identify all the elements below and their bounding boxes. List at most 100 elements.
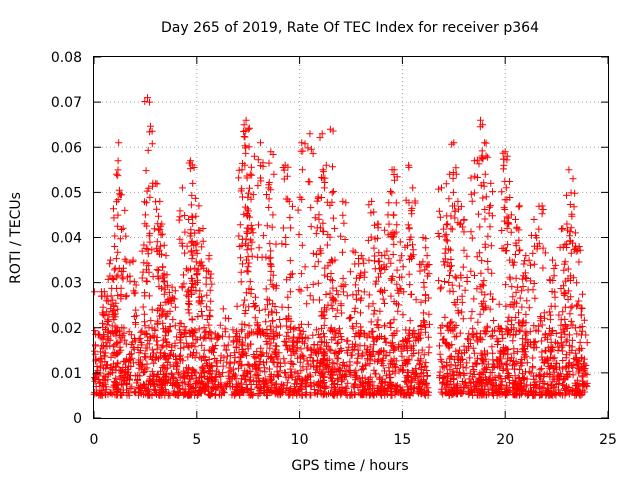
- data-point: [392, 357, 400, 365]
- data-point: [194, 265, 202, 273]
- data-point: [547, 389, 555, 397]
- data-point: [519, 283, 527, 290]
- data-point: [504, 330, 511, 338]
- data-point: [154, 341, 162, 349]
- data-point: [440, 258, 448, 266]
- data-point: [96, 386, 104, 394]
- data-point: [358, 366, 366, 374]
- data-point: [309, 331, 317, 339]
- data-point: [117, 267, 125, 275]
- data-point: [246, 278, 254, 286]
- x-tick-label: 0: [90, 432, 99, 448]
- data-point: [506, 275, 514, 283]
- data-point: [423, 252, 431, 260]
- data-point: [297, 330, 305, 338]
- data-point: [499, 365, 507, 373]
- data-point: [280, 175, 288, 183]
- data-point: [121, 336, 129, 344]
- data-point: [346, 268, 354, 276]
- data-point: [468, 308, 476, 316]
- data-point: [142, 199, 150, 207]
- data-point: [291, 324, 299, 332]
- data-point: [162, 252, 170, 260]
- data-point: [239, 260, 246, 268]
- data-point: [187, 372, 195, 379]
- data-point: [243, 267, 251, 275]
- data-point: [109, 296, 117, 304]
- data-point: [365, 256, 373, 264]
- data-point: [331, 225, 339, 232]
- data-point: [476, 310, 484, 318]
- data-point: [246, 184, 253, 192]
- data-point: [97, 348, 104, 356]
- data-point: [160, 241, 168, 249]
- data-point: [455, 354, 463, 362]
- data-point: [198, 364, 206, 372]
- data-point: [534, 327, 542, 335]
- data-point: [518, 275, 526, 283]
- data-point: [467, 385, 475, 393]
- data-point: [419, 258, 427, 266]
- data-point: [328, 336, 336, 344]
- data-point: [319, 166, 327, 174]
- data-point: [467, 190, 475, 198]
- data-point: [221, 325, 229, 333]
- data-point: [371, 221, 378, 229]
- data-point: [107, 353, 115, 361]
- data-point: [297, 287, 305, 295]
- data-point: [386, 360, 394, 368]
- data-point: [294, 206, 302, 214]
- data-point: [143, 364, 151, 372]
- data-point: [448, 262, 455, 270]
- data-point: [501, 206, 509, 213]
- data-point: [378, 391, 386, 399]
- data-point: [191, 280, 199, 288]
- data-point: [146, 238, 154, 246]
- data-point: [557, 329, 565, 337]
- data-point: [508, 283, 516, 291]
- data-point: [178, 184, 186, 192]
- data-point: [306, 178, 314, 186]
- data-point: [257, 344, 265, 352]
- data-point: [333, 368, 341, 375]
- data-point: [373, 386, 381, 394]
- data-point: [498, 227, 506, 234]
- data-point: [176, 235, 184, 243]
- data-point: [148, 246, 156, 254]
- data-point: [297, 379, 305, 387]
- x-tick-label: 5: [192, 432, 201, 448]
- data-point: [270, 333, 278, 341]
- data-point: [114, 349, 122, 357]
- data-point: [570, 274, 578, 282]
- data-point: [193, 249, 201, 257]
- data-point: [507, 211, 515, 219]
- data-point: [269, 317, 277, 325]
- data-point: [266, 344, 274, 352]
- data-point: [566, 201, 574, 208]
- data-point: [392, 199, 400, 207]
- data-point: [150, 349, 157, 357]
- data-point: [348, 388, 356, 396]
- data-point: [267, 247, 275, 255]
- data-point: [291, 349, 299, 357]
- data-point: [501, 375, 509, 383]
- data-point: [288, 368, 296, 376]
- data-point: [144, 250, 152, 258]
- data-point: [328, 294, 336, 302]
- data-point: [352, 372, 360, 380]
- data-point: [267, 339, 275, 347]
- data-point: [289, 345, 297, 353]
- data-point: [111, 232, 119, 240]
- data-point: [247, 286, 255, 293]
- data-point: [454, 352, 462, 360]
- data-point: [480, 179, 488, 187]
- data-point: [358, 374, 366, 382]
- data-point: [328, 384, 336, 392]
- data-point: [543, 335, 551, 343]
- data-point: [557, 372, 565, 380]
- data-point: [398, 252, 406, 260]
- data-point: [314, 356, 322, 364]
- data-point: [155, 275, 163, 283]
- data-point: [437, 283, 445, 291]
- data-point: [298, 241, 306, 249]
